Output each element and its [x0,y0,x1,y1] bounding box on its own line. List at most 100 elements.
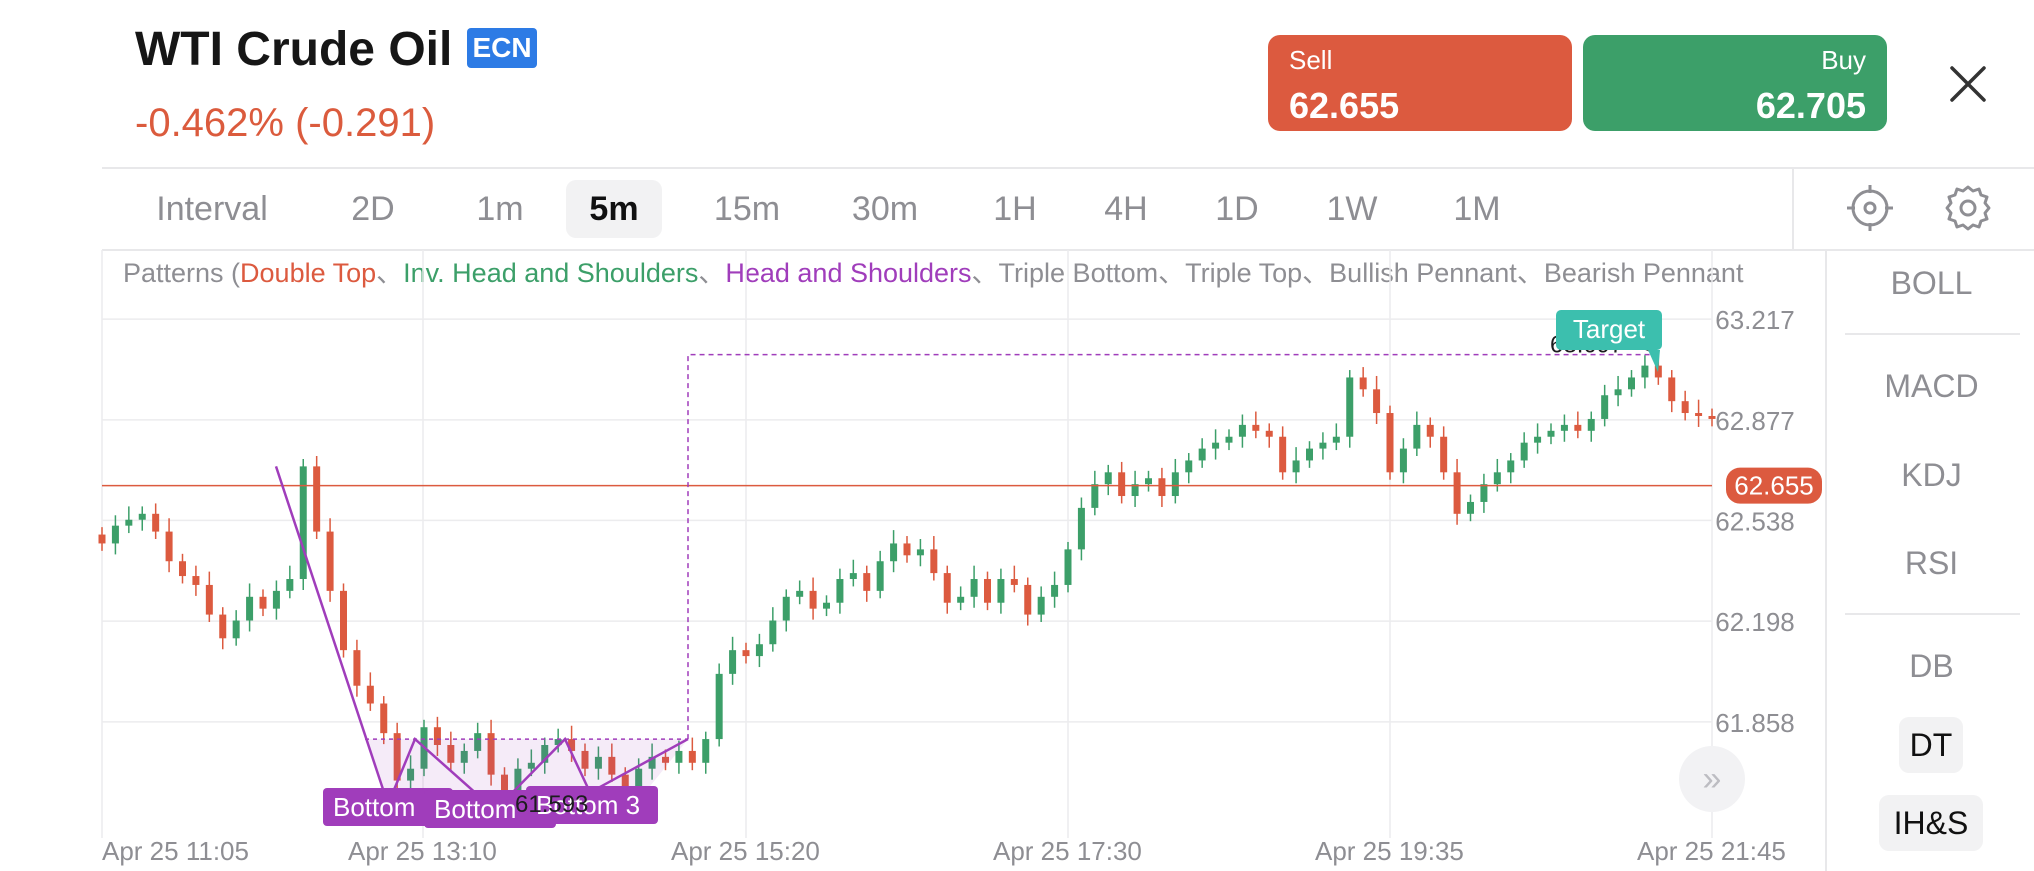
pattern-label: Bottom [434,794,516,824]
sell-button[interactable]: Sell 62.655 [1268,35,1572,131]
candle-body [1010,579,1018,585]
tab-1h[interactable]: 1H [993,189,1037,228]
candle-body [648,756,656,769]
candle-body [1399,448,1407,473]
tab-1m[interactable]: 1m [476,189,524,228]
crosshair-icon[interactable] [1845,183,1895,233]
tab-4h[interactable]: 4H [1104,189,1148,228]
candle-body [1373,389,1381,414]
candle-body [1225,436,1233,443]
y-tick-label: 62.198 [1715,607,1795,637]
indicator-kdj[interactable]: KDJ [1901,457,1962,493]
candle-body [1413,424,1421,449]
candle-body [782,596,790,621]
close-icon[interactable] [1946,62,1990,106]
tab-1d[interactable]: 1D [1215,189,1259,228]
x-tick-label: Apr 25 13:10 [348,836,497,866]
interval-tabs: Interval 2D 1m 5m 15m 30m 1H 4H 1D 1W 1M [102,170,1792,250]
pattern-inv-head-shoulders: Inv. Head and Shoulders [403,258,699,288]
current-price-badge [1726,467,1822,504]
candle-body [165,531,173,562]
candle-body [823,602,830,609]
candle-body [1695,413,1703,416]
candle-body [299,466,307,580]
tab-30m[interactable]: 30m [851,189,919,228]
expand-chart-button[interactable]: » [1679,746,1745,812]
price-change: -0.462% (-0.291) [135,101,436,145]
candle-body [1574,424,1582,431]
x-tick-label: Apr 25 15:20 [671,836,820,866]
candle-body [527,762,535,769]
candle-body [1279,436,1287,473]
pattern-value: 61.593 [515,791,588,818]
candle-body [380,703,388,734]
y-tick-label: 63.217 [1715,305,1795,335]
candle-body [447,745,455,763]
candle-body [1681,401,1689,414]
candle-body [366,685,374,704]
buy-button[interactable]: Buy 62.705 [1583,35,1887,131]
indicator-divider [1845,613,2020,615]
pattern-triple-bottom: Triple Bottom [998,258,1159,288]
candle-body [340,590,347,651]
tab-15m[interactable]: 15m [713,189,781,228]
candle-body [702,739,710,763]
x-tick-label: Apr 25 19:35 [1315,836,1464,866]
candle-body [1668,377,1676,402]
y-tick-label: 62.877 [1715,406,1795,436]
tab-1w[interactable]: 1W [1326,189,1378,228]
candle-body [608,756,616,775]
pattern-separator: 、 [376,258,404,288]
candle-body [1037,596,1045,615]
candle-body [688,750,696,763]
tab-1mo[interactable]: 1M [1453,189,1501,228]
candle-body [1453,472,1461,514]
chart-grid [101,250,1713,838]
candle-body [393,733,401,781]
price-chart[interactable]: 62.65563.097TargetBottomBottomBottom 361… [0,250,1825,871]
y-tick-label: 62.538 [1715,506,1795,536]
candle-body [662,756,669,763]
indicator-dt[interactable]: DT [1899,717,1963,773]
candle-body [1654,365,1662,378]
pattern-label: Bottom [333,792,415,822]
tab-2d[interactable]: 2D [351,189,395,228]
candle-body [1480,484,1488,502]
candle-body [903,543,911,556]
indicator-rsi[interactable]: RSI [1904,545,1959,581]
indicator-boll[interactable]: BOLL [1890,265,1973,301]
candle-body [943,573,951,603]
candle-body [1641,365,1649,378]
candle-body [514,768,522,793]
tools-divider [1792,168,1794,249]
buy-price: 62.705 [1755,85,1866,126]
candles [98,352,1716,804]
indicator-macd[interactable]: MACD [1884,368,1979,404]
candle-body [152,513,160,532]
candle-body [1467,501,1474,514]
pattern-bullish-pennant: Bullish Pennant [1329,258,1517,288]
pattern-bearish-pennant: Bearish Pennant [1543,258,1744,288]
candle-body [1118,472,1126,497]
pattern-triple-top: Triple Top [1185,258,1303,288]
pattern-label-box [526,786,658,824]
gear-icon[interactable] [1943,183,1993,233]
candle-body [1158,478,1166,497]
pattern-separator: 、 [971,258,999,288]
candle-body [1708,415,1716,419]
current-price-label: 62.655 [1734,471,1814,501]
candle-body [729,650,737,674]
indicator-db[interactable]: DB [1909,648,1954,684]
sell-label: Sell [1289,45,1333,75]
candle-body [1024,584,1032,615]
candle-body [487,733,495,775]
candle-body [125,519,133,526]
candle-body [1306,448,1313,461]
candle-body [916,549,924,556]
candle-body [1601,395,1609,419]
candle-body [1386,413,1394,473]
indicator-ihs[interactable]: IH&S [1879,795,1983,851]
candle-body [1426,424,1434,437]
tab-5m[interactable]: 5m [566,180,662,238]
candlestick-chart[interactable]: 62.65563.097TargetBottomBottomBottom 361… [0,250,1825,871]
